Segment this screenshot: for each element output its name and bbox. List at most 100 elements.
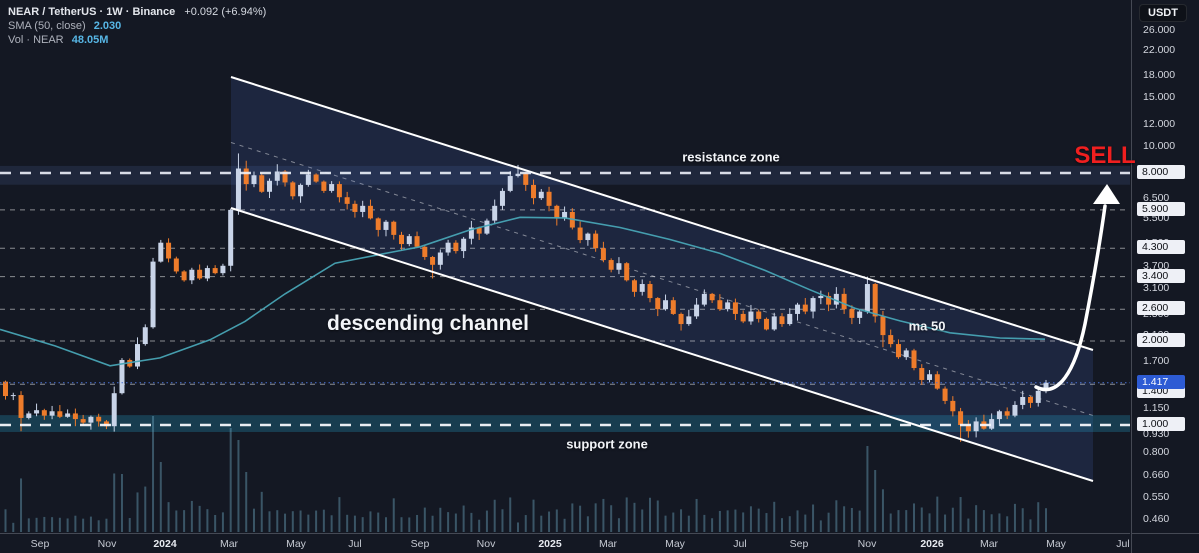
volume-bar xyxy=(827,512,830,532)
candle xyxy=(965,425,971,432)
volume-bar xyxy=(516,522,519,532)
candle xyxy=(911,350,917,369)
candle xyxy=(841,293,847,310)
channel-top-line[interactable] xyxy=(230,76,1094,351)
candle xyxy=(329,184,335,191)
volume-bar xyxy=(951,507,954,532)
volume-indicator-row[interactable]: Vol · NEAR 48.05M xyxy=(8,33,266,47)
volume-bar xyxy=(229,428,232,532)
candle xyxy=(135,344,141,367)
time-tick-month: May xyxy=(1046,538,1066,550)
symbol-legend-row[interactable]: NEAR / TetherUS · 1W · Binance +0.092 (+… xyxy=(8,5,266,19)
candle xyxy=(189,269,195,281)
volume-bar xyxy=(175,510,178,532)
volume-bar xyxy=(796,510,799,532)
price-axis[interactable]: USDT 26.000 22.000 18.000 15.000 12.000 10.00… xyxy=(1131,0,1199,533)
chart-canvas[interactable]: NEAR / TetherUS · 1W · Binance +0.092 (+… xyxy=(0,0,1136,533)
volume-bar xyxy=(579,505,582,532)
candle xyxy=(65,413,71,417)
candle xyxy=(41,410,47,416)
candle xyxy=(142,327,148,345)
time-tick-year: 2026 xyxy=(920,538,944,550)
candle xyxy=(290,182,296,197)
candle xyxy=(600,248,606,261)
symbol-title[interactable]: NEAR / TetherUS · 1W · Binance xyxy=(8,6,176,18)
candle xyxy=(771,316,777,330)
candle xyxy=(430,256,436,265)
trend-arrow[interactable] xyxy=(1034,204,1107,392)
candle xyxy=(166,242,172,259)
candle xyxy=(267,180,273,192)
candle xyxy=(927,374,933,380)
candle xyxy=(197,269,203,279)
currency-badge[interactable]: USDT xyxy=(1139,4,1187,22)
candle xyxy=(880,316,886,336)
candle xyxy=(3,381,8,397)
candle xyxy=(686,316,692,325)
price-plot xyxy=(0,76,1130,532)
candle xyxy=(352,203,358,212)
volume-bar xyxy=(913,503,916,532)
candle xyxy=(779,316,785,325)
volume-bar xyxy=(1037,502,1040,532)
volume-bar xyxy=(781,518,783,532)
time-axis[interactable]: Sep Nov 2024 Mar May Jul Sep Nov 2025 Mar May Jul Se… xyxy=(0,533,1130,553)
ma50-label[interactable]: ma 50 xyxy=(908,318,946,334)
volume-bar xyxy=(648,497,651,532)
price-tick: 22.000 xyxy=(1143,44,1176,56)
candle xyxy=(57,411,63,417)
candle xyxy=(228,209,234,266)
candle xyxy=(492,205,498,221)
time-tick-month: May xyxy=(286,538,306,550)
volume-bar xyxy=(680,509,683,532)
volume-bar xyxy=(734,509,737,532)
candle xyxy=(204,268,210,279)
candle xyxy=(709,293,715,301)
volume-bar xyxy=(416,514,419,532)
volume-bar xyxy=(812,504,815,532)
channel-fill[interactable] xyxy=(231,77,1093,481)
volume-bar xyxy=(641,509,644,532)
candle xyxy=(282,171,288,183)
sma-indicator-row[interactable]: SMA (50, close) 2.030 xyxy=(8,19,266,33)
trend-arrow-head[interactable] xyxy=(1093,184,1120,204)
price-tick: 18.000 xyxy=(1143,69,1176,81)
descending-channel-label[interactable]: descending channel xyxy=(327,312,529,335)
resistance-zone-band[interactable] xyxy=(0,165,1130,185)
support-zone-label[interactable]: support zone xyxy=(566,436,648,452)
candle xyxy=(437,252,443,265)
volume-bar xyxy=(291,511,294,532)
candle xyxy=(763,318,769,330)
time-tick-month: Mar xyxy=(219,538,239,550)
volume-bar xyxy=(656,500,659,532)
sma-indicator-value: 2.030 xyxy=(93,20,122,32)
candle xyxy=(973,421,979,432)
sma50-line[interactable] xyxy=(0,216,1046,367)
volume-bar xyxy=(315,510,318,532)
support-zone-band[interactable] xyxy=(0,415,1130,432)
candle xyxy=(950,400,956,412)
candle xyxy=(383,221,389,230)
candle xyxy=(111,393,117,427)
candle xyxy=(72,413,78,420)
sell-label[interactable]: SELL xyxy=(1074,142,1136,169)
volume-bar xyxy=(1045,508,1048,532)
resistance-zone-label[interactable]: resistance zone xyxy=(682,149,780,165)
time-tick-month: Sep xyxy=(789,538,809,550)
candle xyxy=(849,309,855,318)
time-tick-month: Jul xyxy=(733,538,747,550)
candle xyxy=(414,236,420,247)
volume-bar xyxy=(858,510,861,532)
candle xyxy=(158,242,164,262)
candle xyxy=(1012,404,1018,416)
volume-bar xyxy=(152,416,155,532)
candle xyxy=(344,197,350,204)
candle xyxy=(934,374,940,389)
volume-bar xyxy=(765,513,768,532)
volume-bar xyxy=(672,512,675,532)
candle xyxy=(259,175,265,192)
channel-bottom-line[interactable] xyxy=(230,207,1094,482)
volume-bar xyxy=(501,509,504,532)
price-line-label: 1.000 xyxy=(1137,417,1185,431)
candle xyxy=(787,313,793,325)
